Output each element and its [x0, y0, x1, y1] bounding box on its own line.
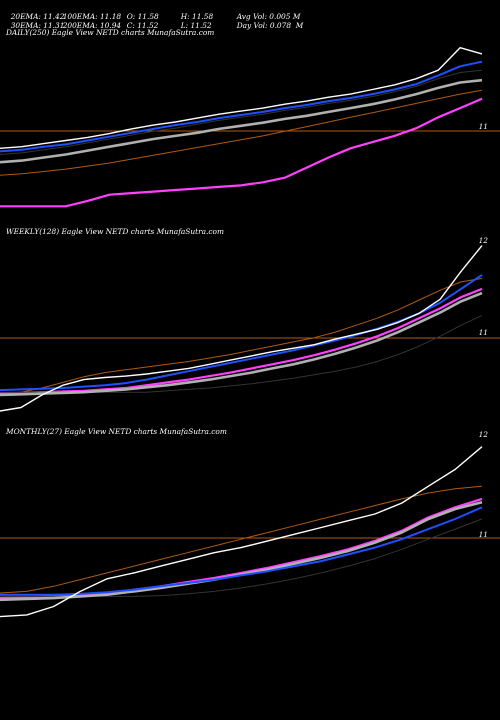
monthly-price-line — [0, 446, 483, 618]
monthly-ema-mid-inner-line — [0, 518, 483, 597]
weekly-ema-fast-line — [0, 274, 483, 392]
ema20-value: 20EMA: 11.42 — [10, 12, 65, 21]
open-value: O: 11.58 — [126, 12, 159, 21]
monthly-tick-11: 11 — [478, 530, 488, 539]
weekly-panel-label: WEEKLY(128) Eagle View NETD charts Munaf… — [6, 227, 225, 236]
weekly-ema-long-line — [0, 287, 483, 395]
monthly-ema-slow-line — [0, 485, 483, 594]
low-value: L: 11.52 — [180, 21, 212, 30]
weekly-tick-11: 11 — [478, 328, 488, 337]
daily-price-line — [0, 47, 483, 149]
daily-ema-mid-inner-line — [0, 69, 483, 155]
monthly-ema-fast-line — [0, 506, 483, 596]
monthly-ema-mid-outer-line — [0, 500, 483, 602]
ema200-value: 200EMA: 10.94 — [62, 21, 122, 30]
daily-ema-slow-line — [0, 89, 483, 176]
daily-ema-mid-outer-line — [0, 78, 483, 164]
weekly-ema-mid-outer-line — [0, 291, 483, 397]
indicator-header-row-1: 20EMA: 11.42100EMA: 11.18 O: 11.58 H: 11.5… — [6, 3, 301, 21]
high-value: H: 11.58 — [180, 12, 214, 21]
indicator-header-row-2: 30EMA: 11.31200EMA: 10.94 C: 11.52 L: 11.5… — [6, 12, 304, 30]
monthly-panel-label: MONTHLY(27) Eagle View NETD charts Munaf… — [6, 427, 227, 436]
monthly-ema-long-line — [0, 497, 483, 600]
ema100-value: 100EMA: 11.18 — [62, 12, 122, 21]
close-value: C: 11.52 — [126, 21, 159, 30]
daily-ema-long-line — [0, 97, 483, 208]
ema30-value: 30EMA: 11.31 — [10, 21, 65, 30]
avg-volume-value: Avg Vol: 0.005 M — [236, 12, 301, 21]
daily-panel-label: DAILY(250) Eagle View NETD charts Munafa… — [6, 28, 215, 37]
day-volume-value: Day Vol: 0.078 M — [236, 21, 304, 30]
daily-tick-11: 11 — [478, 122, 488, 131]
weekly-ema-slow-line — [0, 277, 483, 395]
daily-ema-fast-line — [0, 60, 483, 153]
weekly-tick-12: 12 — [478, 430, 488, 439]
daily-tick-12: 12 — [478, 236, 488, 245]
weekly-price-line — [0, 245, 483, 412]
